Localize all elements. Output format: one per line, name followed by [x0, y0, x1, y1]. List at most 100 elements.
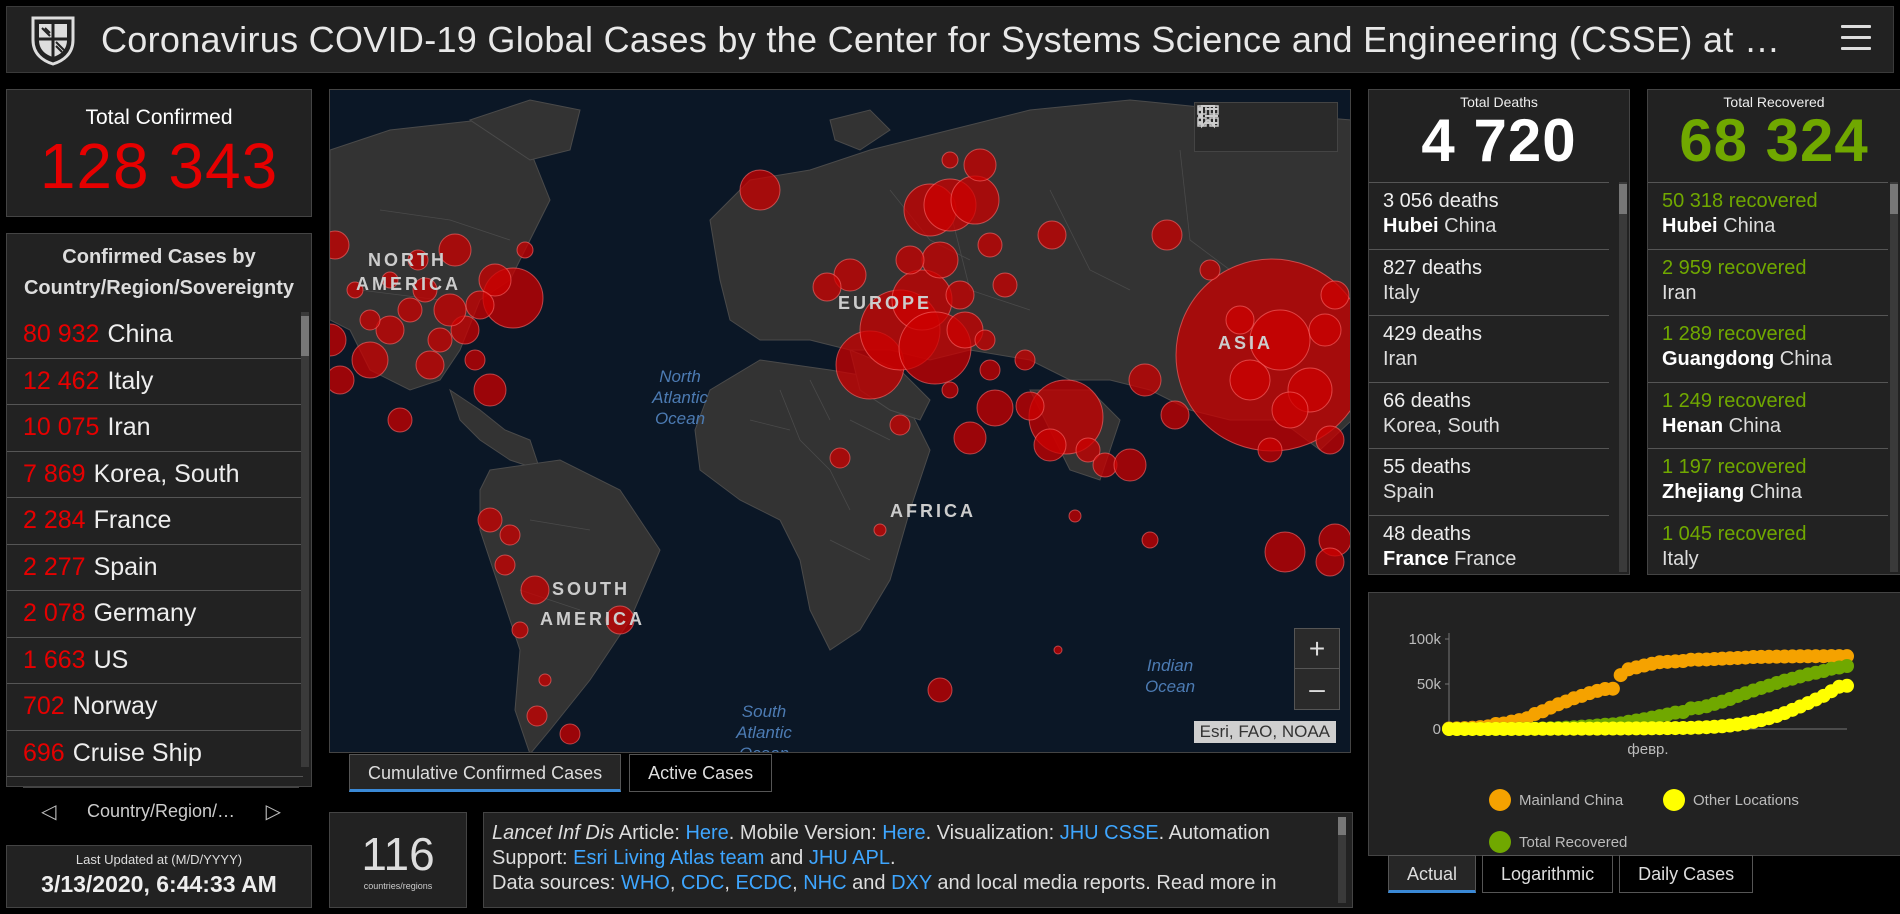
country-confirmed-count: 1 663 — [23, 645, 86, 674]
province-name: Guangdong — [1662, 348, 1775, 370]
recovered-count: 1 289 recovered — [1662, 323, 1807, 345]
tab-active-cases[interactable]: Active Cases — [629, 754, 773, 792]
scrollbar-thumb[interactable] — [1619, 184, 1627, 214]
chevron-right-icon[interactable]: ▷ — [265, 801, 281, 823]
country-row[interactable]: 12 462 Italy — [7, 359, 303, 405]
total-recovered-value: 68 324 — [1679, 107, 1869, 174]
ecdc-link[interactable]: ECDC — [735, 872, 793, 894]
legend-list-icon[interactable] — [1195, 103, 1221, 129]
world-map[interactable]: NORTH AMERICA EUROPE ASIA AFRICA SOUTH A… — [329, 89, 1351, 753]
jhu-csse-link[interactable]: JHU CSSE — [1059, 822, 1159, 844]
article-link[interactable]: Here — [685, 822, 729, 844]
recovered-row[interactable]: 1 289 recovered Guangdong China — [1648, 315, 1888, 382]
legend-swatch-green — [1489, 831, 1511, 853]
recovered-row[interactable]: 1 045 recovered Italy — [1648, 514, 1888, 582]
country-confirmed-count: 10 075 — [23, 413, 100, 442]
scrollbar-thumb[interactable] — [1338, 817, 1346, 835]
legend-total-recovered[interactable]: Total Recovered — [1489, 831, 1627, 853]
case-bubbles[interactable] — [330, 148, 1351, 745]
map-attribution: Esri, FAO, NOAA — [1193, 721, 1336, 743]
scrollbar-thumb[interactable] — [1890, 184, 1898, 214]
country-row[interactable]: 2 277 Spain — [7, 545, 303, 591]
total-confirmed-panel: Total Confirmed 128 343 — [6, 89, 312, 217]
deaths-row[interactable]: 48 deaths France France — [1369, 514, 1609, 582]
tab-actual[interactable]: Actual — [1388, 855, 1477, 893]
country-row[interactable]: 1 663 US — [7, 638, 303, 684]
zoom-out-button[interactable]: – — [1309, 673, 1325, 704]
country-list-scrollbar[interactable] — [301, 312, 309, 767]
countries-count-value: 116 — [361, 828, 435, 880]
pager-label: Country/Region/… — [86, 801, 236, 821]
country-name: US — [93, 645, 129, 674]
info-text-segment: Data sources: — [492, 872, 621, 894]
country-row[interactable]: 696 Cruise Ship — [7, 731, 303, 777]
hamburger-menu-icon[interactable] — [1841, 25, 1871, 53]
country-row[interactable]: 2 078 Germany — [7, 591, 303, 638]
map-tabs: Cumulative Confirmed Cases Active Cases — [349, 754, 773, 792]
info-scrollbar[interactable] — [1338, 817, 1346, 903]
deaths-scrollbar[interactable] — [1619, 182, 1627, 572]
recovered-row[interactable]: 2 959 recovered Iran — [1648, 248, 1888, 316]
mobile-version-link[interactable]: Here — [882, 822, 926, 844]
cases-chart-panel: 100k 50k 0 февр. Mainland China Other Locat… — [1368, 592, 1900, 856]
country-name: China — [1744, 481, 1803, 503]
country-confirmed-count: 702 — [23, 692, 65, 721]
recovered-row[interactable]: 1 249 recovered Henan China — [1648, 381, 1888, 449]
country-row[interactable]: 2 284 France — [7, 498, 303, 545]
recovered-count: 1 249 recovered — [1662, 389, 1807, 412]
data-point-total-recovered — [1840, 659, 1854, 673]
total-deaths-label: Total Deaths — [1460, 94, 1538, 110]
basemap-gallery-icon[interactable] — [1195, 103, 1221, 129]
province-name: Zhejiang — [1662, 481, 1745, 503]
country-name: Italy — [1383, 281, 1420, 304]
province-name: Hubei — [1383, 215, 1439, 237]
data-point-mainland-china — [1605, 681, 1620, 696]
cases-line-chart: 100k 50k 0 февр. — [1408, 631, 1854, 758]
tab-daily-cases[interactable]: Daily Cases — [1619, 855, 1754, 893]
total-deaths-panel: Total Deaths 4 720 3 056 deaths Hubei Chi… — [1368, 89, 1630, 575]
legend-mainland-china[interactable]: Mainland China — [1489, 789, 1623, 811]
country-confirmed-count: 12 462 — [23, 366, 100, 395]
tab-logarithmic[interactable]: Logarithmic — [1482, 855, 1614, 893]
map-label-north-america-2: AMERICA — [356, 274, 461, 294]
country-row[interactable]: 10 075 Iran — [7, 405, 303, 452]
deaths-row[interactable]: 55 deaths Spain — [1369, 448, 1609, 515]
cdc-link[interactable]: CDC — [680, 872, 725, 894]
deaths-row[interactable]: 66 deaths Korea, South — [1369, 381, 1609, 449]
jhu-apl-link[interactable]: JHU APL — [808, 847, 891, 869]
university-shield-logo — [31, 16, 75, 66]
country-confirmed-count: 2 277 — [23, 552, 86, 581]
deaths-row[interactable]: 429 deaths Iran — [1369, 315, 1609, 382]
country-name: China — [1438, 215, 1497, 237]
deaths-count: 66 deaths — [1383, 389, 1471, 412]
recovered-scrollbar[interactable] — [1890, 182, 1898, 572]
country-name: Spain — [93, 552, 158, 581]
recovered-row[interactable]: 50 318 recovered Hubei China — [1648, 182, 1888, 249]
dxy-link[interactable]: DXY — [891, 872, 932, 894]
esri-living-atlas-link[interactable]: Esri Living Atlas team — [573, 847, 765, 869]
nhc-link[interactable]: NHC — [803, 872, 847, 894]
info-text-segment: and — [846, 872, 892, 894]
country-confirmed-count: 2 284 — [23, 506, 86, 535]
total-confirmed-label: Total Confirmed — [85, 106, 233, 129]
recovered-row[interactable]: 1 197 recovered Zhejiang China — [1648, 448, 1888, 515]
who-link[interactable]: WHO — [620, 872, 670, 894]
zoom-in-button[interactable]: + — [1295, 629, 1339, 669]
country-row[interactable]: 702 Norway — [7, 684, 303, 731]
zoom-control: + – — [1294, 628, 1340, 710]
chevron-left-icon[interactable]: ◁ — [41, 801, 57, 823]
data-point-other-locations — [1840, 678, 1854, 693]
country-row[interactable]: 80 932 China — [7, 312, 303, 359]
country-row[interactable]: 7 869 Korea, South — [7, 452, 303, 498]
deaths-row[interactable]: 827 deaths Italy — [1369, 248, 1609, 316]
tab-cumulative-confirmed[interactable]: Cumulative Confirmed Cases — [349, 754, 622, 792]
legend-other-locations[interactable]: Other Locations — [1663, 789, 1799, 811]
info-text-segment: and — [764, 847, 809, 869]
deaths-count: 429 deaths — [1383, 323, 1482, 345]
country-name: Germany — [93, 599, 197, 628]
country-list-heading: Confirmed Cases by Country/Region/Sovere… — [7, 242, 311, 304]
world-map-canvas[interactable] — [330, 90, 1351, 753]
deaths-row[interactable]: 3 056 deaths Hubei China — [1369, 182, 1609, 249]
total-deaths-value: 4 720 — [1421, 107, 1577, 174]
scrollbar-thumb[interactable] — [301, 316, 309, 356]
